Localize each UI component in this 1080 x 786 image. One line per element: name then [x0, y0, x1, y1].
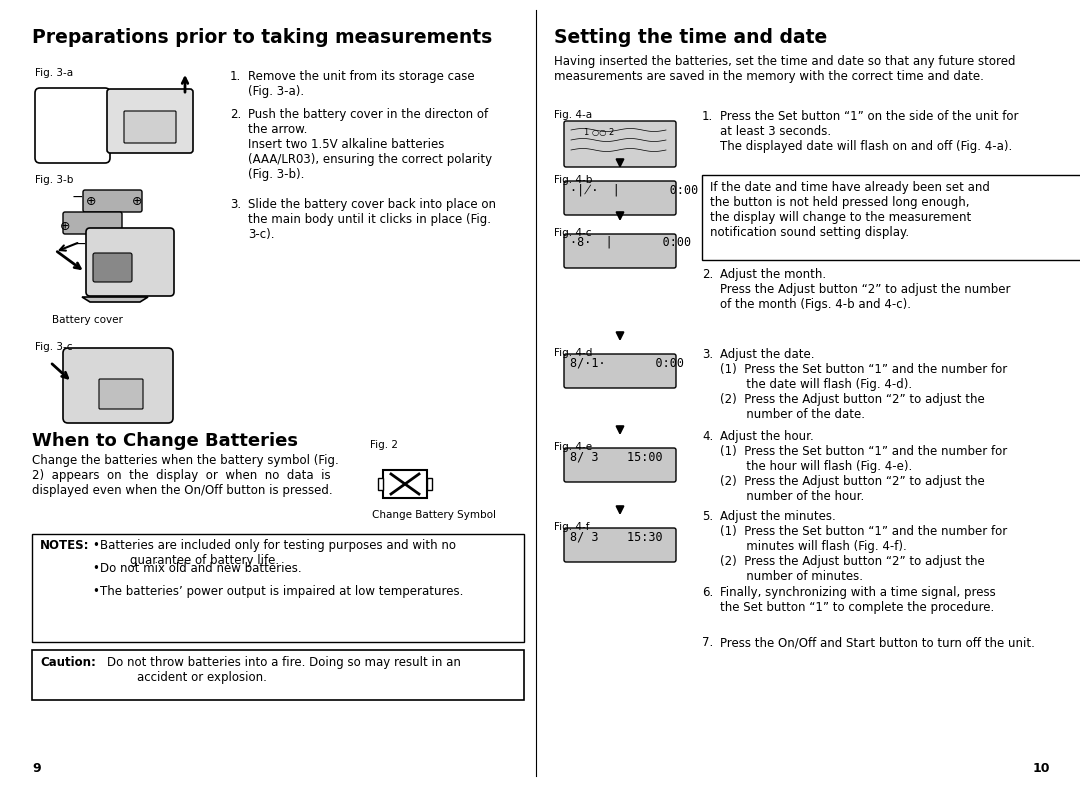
FancyBboxPatch shape [564, 448, 676, 482]
Text: 1 ○○ 2: 1 ○○ 2 [584, 128, 615, 137]
Text: •: • [92, 585, 99, 598]
Text: 5.: 5. [702, 510, 713, 523]
Bar [32, 534, 524, 642]
Text: Remove the unit from its storage case
(Fig. 3-a).: Remove the unit from its storage case (F… [248, 70, 474, 98]
FancyBboxPatch shape [564, 528, 676, 562]
Text: Do not mix old and new batteries.: Do not mix old and new batteries. [100, 562, 301, 575]
Text: Battery cover: Battery cover [52, 315, 123, 325]
Text: •: • [92, 539, 99, 552]
Text: Change Battery Symbol: Change Battery Symbol [372, 510, 496, 520]
Text: ·8·  |       0:00: ·8· | 0:00 [570, 236, 691, 249]
Text: 1.: 1. [702, 110, 713, 123]
Text: Fig. 4-a: Fig. 4-a [554, 110, 592, 120]
Text: Fig. 3-b: Fig. 3-b [35, 175, 73, 185]
Text: 3.: 3. [702, 348, 713, 361]
Text: Finally, synchronizing with a time signal, press
the Set button “1” to complete : Finally, synchronizing with a time signa… [720, 586, 996, 614]
Text: 9: 9 [32, 762, 41, 775]
Text: ·|̸·  |       0:00: ·|̸· | 0:00 [570, 183, 699, 196]
Bar [383, 470, 427, 498]
Text: Setting the time and date: Setting the time and date [554, 28, 827, 47]
Text: The batteries’ power output is impaired at low temperatures.: The batteries’ power output is impaired … [100, 585, 463, 598]
Text: Press the Set button “1” on the side of the unit for
at least 3 seconds.
The dis: Press the Set button “1” on the side of … [720, 110, 1018, 153]
Text: 1.: 1. [230, 70, 241, 83]
FancyBboxPatch shape [83, 190, 141, 212]
Text: Fig. 4-e: Fig. 4-e [554, 442, 592, 452]
Text: Preparations prior to taking measurements: Preparations prior to taking measurement… [32, 28, 492, 47]
FancyBboxPatch shape [99, 379, 143, 409]
Text: If the date and time have already been set and
the button is not held pressed lo: If the date and time have already been s… [710, 181, 990, 239]
Text: ⊕: ⊕ [60, 220, 70, 233]
Text: Fig. 4-d: Fig. 4-d [554, 348, 592, 358]
Text: 4.: 4. [702, 430, 713, 443]
FancyBboxPatch shape [107, 89, 193, 153]
Text: 3.: 3. [230, 198, 241, 211]
FancyBboxPatch shape [63, 212, 122, 234]
Text: When to Change Batteries: When to Change Batteries [32, 432, 298, 450]
Text: Press the On/Off and Start button to turn off the unit.: Press the On/Off and Start button to tur… [720, 636, 1035, 649]
FancyBboxPatch shape [124, 111, 176, 143]
Text: Change the batteries when the battery symbol (Fig.
2)  appears  on  the  display: Change the batteries when the battery sy… [32, 454, 339, 497]
Text: 10: 10 [1032, 762, 1050, 775]
Text: Batteries are included only for testing purposes and with no
        guarantee o: Batteries are included only for testing … [100, 539, 456, 567]
Text: Fig. 3-a: Fig. 3-a [35, 68, 73, 78]
Bar [32, 650, 524, 700]
Text: 2.: 2. [230, 108, 241, 121]
Bar [702, 175, 1080, 260]
Text: Do not throw batteries into a fire. Doing so may result in an
        accident o: Do not throw batteries into a fire. Doin… [107, 656, 461, 684]
Text: 6.: 6. [702, 586, 713, 599]
FancyBboxPatch shape [564, 354, 676, 388]
FancyBboxPatch shape [564, 121, 676, 167]
Text: 7.: 7. [702, 636, 713, 649]
Text: ⊕: ⊕ [86, 195, 96, 208]
FancyBboxPatch shape [86, 228, 174, 296]
Text: Adjust the month.
Press the Adjust button “2” to adjust the number
of the month : Adjust the month. Press the Adjust butto… [720, 268, 1011, 311]
Bar [427, 478, 432, 490]
Text: Fig. 2: Fig. 2 [370, 440, 399, 450]
Text: Adjust the hour.
(1)  Press the Set button “1” and the number for
       the hou: Adjust the hour. (1) Press the Set butto… [720, 430, 1008, 503]
Text: Adjust the minutes.
(1)  Press the Set button “1” and the number for
       minu: Adjust the minutes. (1) Press the Set bu… [720, 510, 1008, 583]
Text: NOTES:: NOTES: [40, 539, 90, 552]
Text: Fig. 4-f: Fig. 4-f [554, 522, 590, 532]
Text: Fig. 4-c: Fig. 4-c [554, 228, 592, 238]
Text: Fig. 4-b: Fig. 4-b [554, 175, 592, 185]
FancyBboxPatch shape [93, 253, 132, 282]
FancyBboxPatch shape [564, 181, 676, 215]
Text: 8/·1·       0:00: 8/·1· 0:00 [570, 356, 684, 369]
Text: ⊕: ⊕ [132, 195, 143, 208]
Text: 8/ 3    15:00: 8/ 3 15:00 [570, 450, 663, 463]
Text: •: • [92, 562, 99, 575]
Polygon shape [82, 297, 148, 302]
FancyBboxPatch shape [35, 88, 110, 163]
Text: Push the battery cover in the directon of
the arrow.
Insert two 1.5V alkaline ba: Push the battery cover in the directon o… [248, 108, 492, 181]
Text: −: − [75, 237, 86, 251]
Text: Caution:: Caution: [40, 656, 96, 669]
FancyBboxPatch shape [63, 348, 173, 423]
Bar [378, 478, 383, 490]
Text: −: − [72, 190, 83, 204]
Text: Having inserted the batteries, set the time and date so that any future stored
m: Having inserted the batteries, set the t… [554, 55, 1015, 83]
Text: Adjust the date.
(1)  Press the Set button “1” and the number for
       the dat: Adjust the date. (1) Press the Set butto… [720, 348, 1008, 421]
Text: Fig. 3-c: Fig. 3-c [35, 342, 72, 352]
Text: Slide the battery cover back into place on
the main body until it clicks in plac: Slide the battery cover back into place … [248, 198, 496, 241]
FancyBboxPatch shape [564, 234, 676, 268]
Text: 8/ 3    15:30: 8/ 3 15:30 [570, 530, 663, 543]
Text: 2.: 2. [702, 268, 713, 281]
